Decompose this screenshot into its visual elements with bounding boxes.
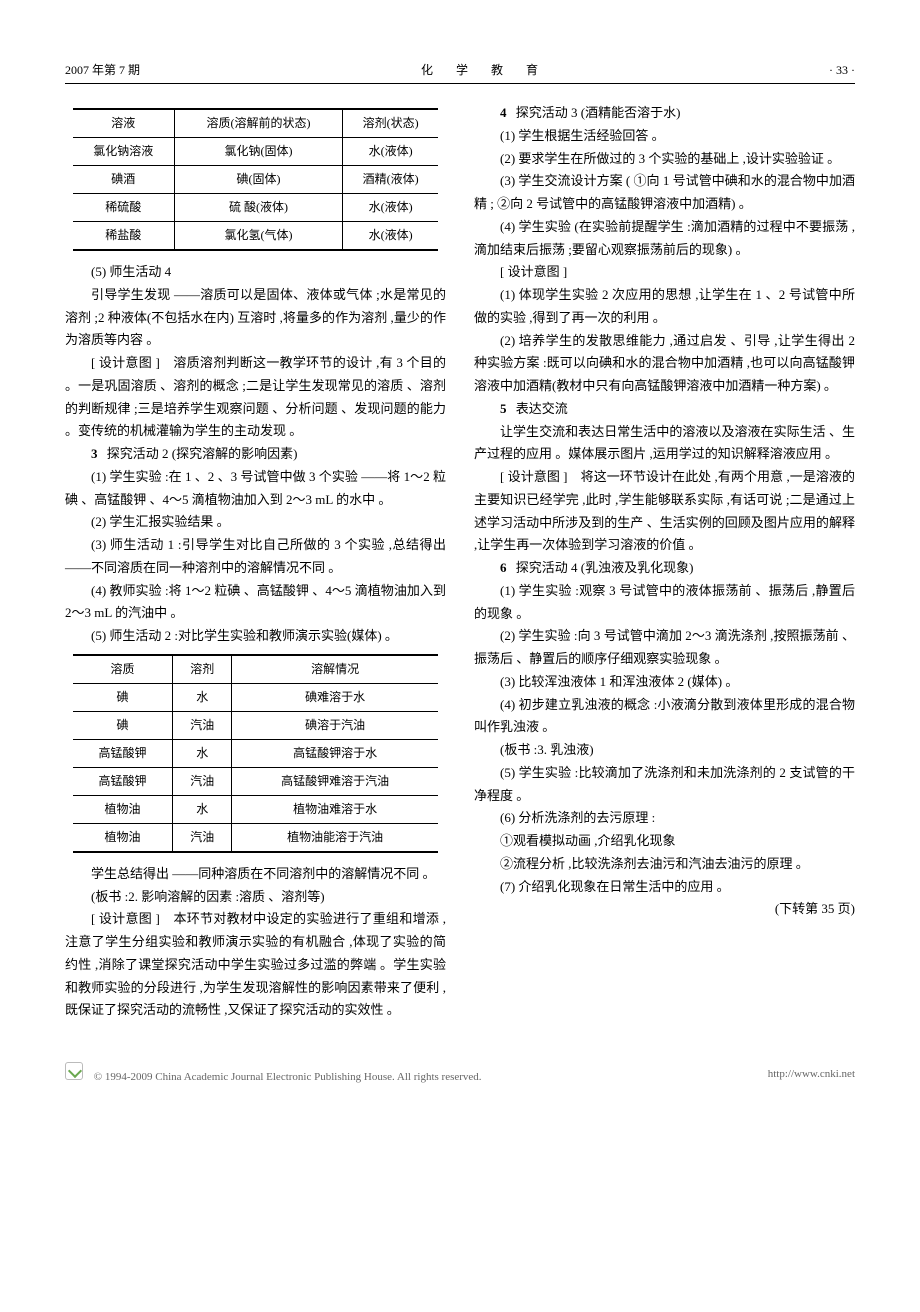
header-left: 2007 年第 7 期 [65, 60, 140, 81]
section-number: 3 [91, 446, 98, 461]
body-text: (2) 培养学生的发散思维能力 ,通过启发 、引导 ,让学生得出 2 种实验方案… [474, 330, 855, 398]
table-cell: 氯化氢(气体) [174, 222, 342, 251]
table-cell: 水 [173, 795, 232, 823]
table-header: 溶液 [73, 109, 175, 138]
body-text: (4) 初步建立乳浊液的概念 :小液滴分散到液体里形成的混合物叫作乳浊液 。 [474, 694, 855, 740]
table-cell: 植物油 [73, 823, 173, 852]
table-cell: 碘酒 [73, 166, 175, 194]
section-title: 探究活动 3 (酒精能否溶于水) [516, 105, 681, 120]
body-text: (2) 学生汇报实验结果 。 [65, 511, 446, 534]
table-solubility: 溶质 溶剂 溶解情况 碘水碘难溶于水 碘汽油碘溶于汽油 高锰酸钾水高锰酸钾溶于水… [73, 654, 439, 853]
body-text: 学生总结得出 ——同种溶质在不同溶剂中的溶解情况不同 。 [65, 863, 446, 886]
table-cell: 水 [173, 739, 232, 767]
header-right: · 33 · [829, 60, 855, 81]
left-column: 溶液 溶质(溶解前的状态) 溶剂(状态) 氯化钠溶液氯化钠(固体)水(液体) 碘… [65, 102, 446, 1022]
body-text: (3) 师生活动 1 :引导学生对比自己所做的 3 个实验 ,总结得出 ——不同… [65, 534, 446, 580]
table-cell: 高锰酸钾 [73, 739, 173, 767]
body-text: (5) 学生实验 :比较滴加了洗涤剂和未加洗涤剂的 2 支试管的干净程度 。 [474, 762, 855, 808]
section-title: 探究活动 4 (乳浊液及乳化现象) [516, 560, 694, 575]
table-cell: 植物油能溶于汽油 [232, 823, 439, 852]
table-cell: 氯化钠(固体) [174, 138, 342, 166]
table-header: 溶剂 [173, 655, 232, 684]
table-cell: 植物油 [73, 795, 173, 823]
table-cell: 高锰酸钾难溶于汽油 [232, 767, 439, 795]
table-cell: 汽油 [173, 711, 232, 739]
table-cell: 碘溶于汽油 [232, 711, 439, 739]
table-solutions: 溶液 溶质(溶解前的状态) 溶剂(状态) 氯化钠溶液氯化钠(固体)水(液体) 碘… [73, 108, 439, 251]
section-number: 4 [500, 105, 507, 120]
body-text: (4) 学生实验 (在实验前提醒学生 :滴加酒精的过程中不要振荡 ,滴加结束后振… [474, 216, 855, 262]
section-number: 5 [500, 401, 507, 416]
header-center: 化 学 教 育 [421, 60, 548, 81]
body-text: (板书 :2. 影响溶解的因素 :溶质 、溶剂等) [65, 886, 446, 909]
table-cell: 稀盐酸 [73, 222, 175, 251]
table-header: 溶质 [73, 655, 173, 684]
table-cell: 水(液体) [342, 138, 438, 166]
body-text: (1) 学生根据生活经验回答 。 [474, 125, 855, 148]
body-text: ①观看模拟动画 ,介绍乳化现象 [474, 830, 855, 853]
body-text: (3) 学生交流设计方案 ( ①向 1 号试管中碘和水的混合物中加酒精 ; ②向… [474, 170, 855, 216]
body-text: (1) 学生实验 :观察 3 号试管中的液体振荡前 、振荡后 ,静置后的现象 。 [474, 580, 855, 626]
continued-note: (下转第 35 页) [474, 898, 855, 921]
section-heading-5: 5 表达交流 [474, 398, 855, 421]
table-cell: 水 [173, 683, 232, 711]
table-cell: 稀硫酸 [73, 194, 175, 222]
table-header: 溶质(溶解前的状态) [174, 109, 342, 138]
section-title: 表达交流 [516, 401, 568, 416]
body-text: (7) 介绍乳化现象在日常生活中的应用 。 [474, 876, 855, 899]
body-text: [ 设计意图 ] [474, 261, 855, 284]
table-cell: 水(液体) [342, 194, 438, 222]
table-cell: 酒精(液体) [342, 166, 438, 194]
body-text: (2) 学生实验 :向 3 号试管中滴加 2～3 滴洗涤剂 ,按照振荡前 、振荡… [474, 625, 855, 671]
body-text: (3) 比较浑浊液体 1 和浑浊液体 2 (媒体) 。 [474, 671, 855, 694]
footer-link[interactable]: http://www.cnki.net [768, 1065, 855, 1084]
table-cell: 氯化钠溶液 [73, 138, 175, 166]
body-text: (1) 学生实验 :在 1 、2 、3 号试管中做 3 个实验 ——将 1～2 … [65, 466, 446, 512]
body-text: 让学生交流和表达日常生活中的溶液以及溶液在实际生活 、生产过程的应用 。媒体展示… [474, 421, 855, 467]
body-text: (4) 教师实验 :将 1～2 粒碘 、高锰酸钾 、4～5 滴植物油加入到 2～… [65, 580, 446, 626]
table-cell: 碘(固体) [174, 166, 342, 194]
section-number: 6 [500, 560, 507, 575]
copyright-text: © 1994-2009 China Academic Journal Elect… [94, 1071, 482, 1083]
table-cell: 植物油难溶于水 [232, 795, 439, 823]
page-header: 2007 年第 7 期 化 学 教 育 · 33 · [65, 60, 855, 84]
content-columns: 溶液 溶质(溶解前的状态) 溶剂(状态) 氯化钠溶液氯化钠(固体)水(液体) 碘… [65, 102, 855, 1022]
table-header: 溶解情况 [232, 655, 439, 684]
section-heading-3: 3 探究活动 2 (探究溶解的影响因素) [65, 443, 446, 466]
publisher-icon [65, 1062, 83, 1080]
body-text: [ 设计意图 ] 将这一环节设计在此处 ,有两个用意 ,一是溶液的主要知识已经学… [474, 466, 855, 557]
table-cell: 汽油 [173, 823, 232, 852]
section-heading-6: 6 探究活动 4 (乳浊液及乳化现象) [474, 557, 855, 580]
body-text: (6) 分析洗涤剂的去污原理 : [474, 807, 855, 830]
body-text: (2) 要求学生在所做过的 3 个实验的基础上 ,设计实验验证 。 [474, 148, 855, 171]
body-text: (5) 师生活动 4 [65, 261, 446, 284]
table-cell: 碘 [73, 711, 173, 739]
section-heading-4: 4 探究活动 3 (酒精能否溶于水) [474, 102, 855, 125]
table-cell: 汽油 [173, 767, 232, 795]
body-text: [ 设计意图 ] 本环节对教材中设定的实验进行了重组和增添 ,注意了学生分组实验… [65, 908, 446, 1022]
table-cell: 水(液体) [342, 222, 438, 251]
table-cell: 硫 酸(液体) [174, 194, 342, 222]
body-text: (板书 :3. 乳浊液) [474, 739, 855, 762]
table-cell: 高锰酸钾 [73, 767, 173, 795]
page-footer: © 1994-2009 China Academic Journal Elect… [65, 1062, 855, 1087]
section-title: 探究活动 2 (探究溶解的影响因素) [107, 446, 298, 461]
body-text: (1) 体现学生实验 2 次应用的思想 ,让学生在 1 、2 号试管中所做的实验… [474, 284, 855, 330]
body-text: 引导学生发现 ——溶质可以是固体、液体或气体 ;水是常见的溶剂 ;2 种液体(不… [65, 284, 446, 352]
table-header: 溶剂(状态) [342, 109, 438, 138]
body-text: (5) 师生活动 2 :对比学生实验和教师演示实验(媒体) 。 [65, 625, 446, 648]
body-text: ②流程分析 ,比较洗涤剂去油污和汽油去油污的原理 。 [474, 853, 855, 876]
body-text: [ 设计意图 ] 溶质溶剂判断这一教学环节的设计 ,有 3 个目的 。一是巩固溶… [65, 352, 446, 443]
table-cell: 碘难溶于水 [232, 683, 439, 711]
table-cell: 碘 [73, 683, 173, 711]
right-column: 4 探究活动 3 (酒精能否溶于水) (1) 学生根据生活经验回答 。 (2) … [474, 102, 855, 1022]
table-cell: 高锰酸钾溶于水 [232, 739, 439, 767]
